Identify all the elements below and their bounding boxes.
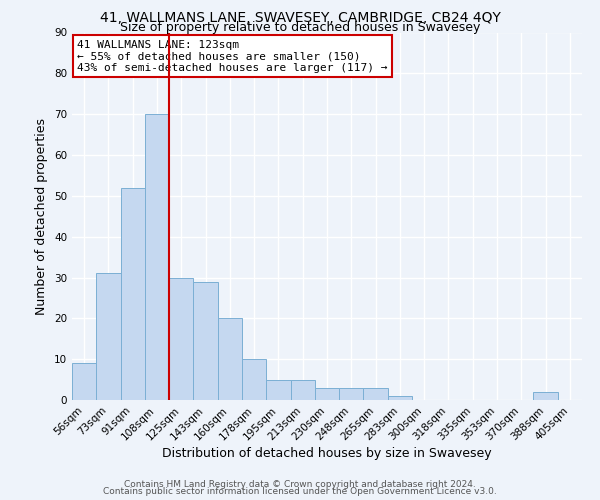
Bar bbox=[193, 282, 218, 400]
Text: 41 WALLMANS LANE: 123sqm
← 55% of detached houses are smaller (150)
43% of semi-: 41 WALLMANS LANE: 123sqm ← 55% of detach… bbox=[77, 40, 388, 73]
Bar bbox=[121, 188, 145, 400]
Bar bbox=[169, 278, 193, 400]
Text: Size of property relative to detached houses in Swavesey: Size of property relative to detached ho… bbox=[120, 22, 480, 35]
Bar bbox=[266, 380, 290, 400]
Text: 41, WALLMANS LANE, SWAVESEY, CAMBRIDGE, CB24 4QY: 41, WALLMANS LANE, SWAVESEY, CAMBRIDGE, … bbox=[100, 12, 500, 26]
Bar bbox=[145, 114, 169, 400]
Y-axis label: Number of detached properties: Number of detached properties bbox=[35, 118, 49, 315]
Bar bbox=[364, 388, 388, 400]
Bar bbox=[533, 392, 558, 400]
X-axis label: Distribution of detached houses by size in Swavesey: Distribution of detached houses by size … bbox=[162, 448, 492, 460]
Bar bbox=[242, 359, 266, 400]
Bar bbox=[315, 388, 339, 400]
Bar bbox=[339, 388, 364, 400]
Text: Contains public sector information licensed under the Open Government Licence v3: Contains public sector information licen… bbox=[103, 488, 497, 496]
Bar bbox=[72, 363, 96, 400]
Text: Contains HM Land Registry data © Crown copyright and database right 2024.: Contains HM Land Registry data © Crown c… bbox=[124, 480, 476, 489]
Bar bbox=[218, 318, 242, 400]
Bar bbox=[96, 274, 121, 400]
Bar bbox=[388, 396, 412, 400]
Bar bbox=[290, 380, 315, 400]
